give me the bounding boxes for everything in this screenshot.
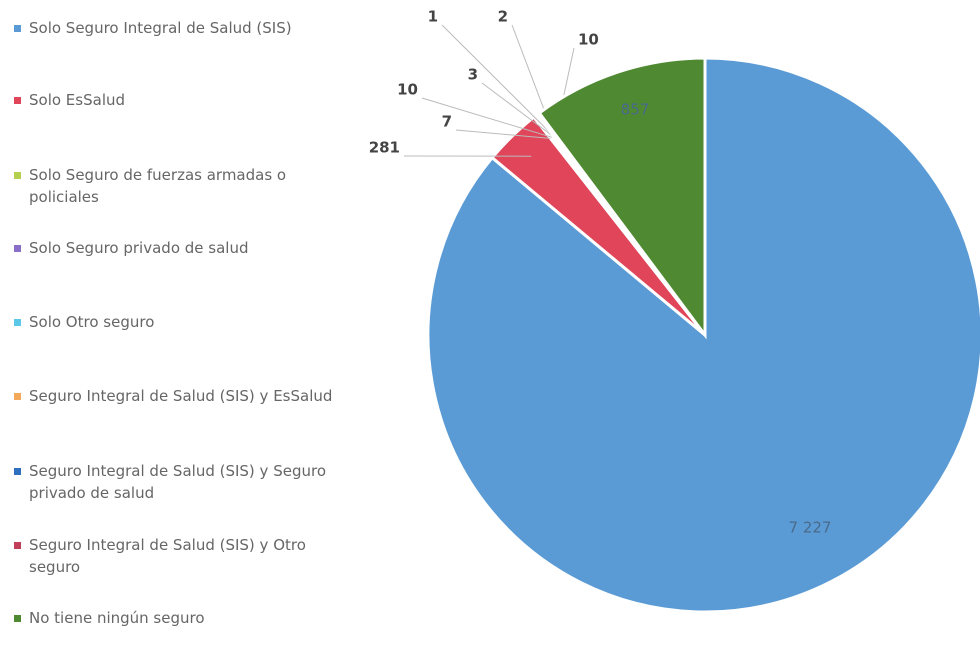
legend-label: Solo Seguro de fuerzas armadas o policia… <box>29 166 287 206</box>
data-label: 10 <box>397 81 418 99</box>
legend-swatch <box>14 615 21 622</box>
legend-item: No tiene ningún seguro <box>14 607 344 629</box>
legend-swatch <box>14 172 21 179</box>
legend-label: Seguro Integral de Salud (SIS) y Otro se… <box>29 536 306 576</box>
legend-item: Solo Seguro Integral de Salud (SIS) <box>14 17 344 39</box>
legend-item: Seguro Integral de Salud (SIS) y EsSalud <box>14 385 344 407</box>
legend-item: Solo Seguro de fuerzas armadas o policia… <box>14 164 344 208</box>
data-label: 2 <box>498 8 508 26</box>
legend-swatch <box>14 468 21 475</box>
leader-line <box>455 129 552 140</box>
legend-swatch <box>14 393 21 400</box>
legend-swatch <box>14 542 21 549</box>
leader-line <box>421 97 553 139</box>
legend-item: Seguro Integral de Salud (SIS) y Otro se… <box>14 534 344 578</box>
legend-item: Solo Seguro privado de salud <box>14 237 344 259</box>
data-label: 3 <box>468 66 478 84</box>
legend-swatch <box>14 245 21 252</box>
legend-item: Solo EsSalud <box>14 89 344 111</box>
data-label: 1 <box>428 8 438 26</box>
leader-line <box>481 82 555 138</box>
pie-slice <box>537 56 707 340</box>
data-label: 857 <box>621 101 650 119</box>
legend-label: Solo Otro seguro <box>29 313 155 331</box>
legend-label: Seguro Integral de Salud (SIS) y Seguro … <box>29 462 326 502</box>
legend-swatch <box>14 97 21 104</box>
legend-item: Seguro Integral de Salud (SIS) y Seguro … <box>14 460 344 504</box>
data-label: 10 <box>578 31 599 49</box>
data-label: 281 <box>369 139 400 157</box>
data-label: 7 227 <box>789 519 832 537</box>
legend-label: Solo Seguro privado de salud <box>29 239 249 257</box>
legend-label: No tiene ningún seguro <box>29 609 205 627</box>
legend-label: Solo EsSalud <box>29 91 126 109</box>
leader-line <box>441 24 555 137</box>
legend-swatch <box>14 319 21 326</box>
legend-label: Solo Seguro Integral de Salud (SIS) <box>29 19 292 37</box>
legend-item: Solo Otro seguro <box>14 311 344 333</box>
legend: Solo Seguro Integral de Salud (SIS) Solo … <box>0 0 370 645</box>
legend-label: Seguro Integral de Salud (SIS) y EsSalud <box>29 387 333 405</box>
data-label: 7 <box>442 113 452 131</box>
legend-swatch <box>14 25 21 32</box>
